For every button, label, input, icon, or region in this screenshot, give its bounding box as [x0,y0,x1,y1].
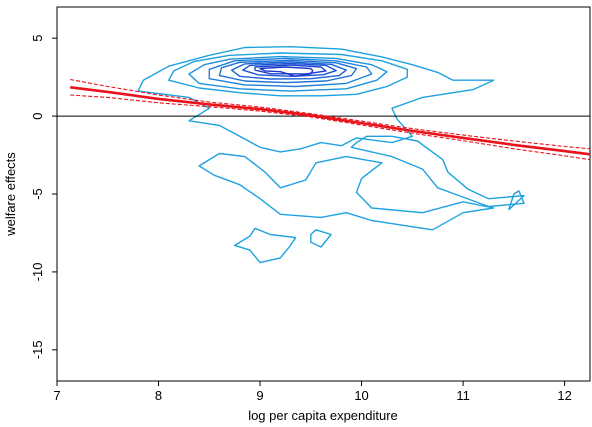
x-tick-label: 9 [256,388,263,403]
fitted-line [70,86,591,156]
y-tick-label: -10 [30,263,45,282]
contour-ring-6 [230,61,347,80]
fit-layer [70,78,591,161]
contour-ring-5 [218,59,358,84]
x-tick-label: 7 [53,388,60,403]
contour-ring-9 [259,66,314,78]
plot-area [56,6,591,382]
contour-outer-left [137,46,495,153]
contour-outer-island [310,229,332,248]
x-axis: 7 8 9 10 11 12 [53,381,572,403]
x-tick-label: 8 [155,388,162,403]
contour-ring-8 [254,64,327,75]
contour-outer-right [350,135,525,211]
y-tick-label: 5 [30,35,45,42]
plot-frame [56,6,591,382]
x-tick-label: 10 [354,388,368,403]
x-tick-label: 11 [456,388,470,403]
confidence-band-line-2 [70,94,591,161]
y-axis-label: welfare effects [3,152,18,237]
confidence-band-line-1 [70,78,591,150]
contour-ring-3 [188,55,388,92]
contour-ring-2 [167,52,408,97]
contour-layer [137,46,525,264]
contour-ring-7 [242,62,337,78]
y-tick-label: -5 [30,188,45,200]
contour-ring-4 [208,57,373,88]
contour-outer-bottom [198,152,495,231]
x-axis-label: log per capita expenditure [248,408,398,423]
contour-outer-tail [233,227,297,264]
y-axis: 5 0 -5 -10 -15 [30,35,57,359]
y-tick-label: 0 [30,112,45,119]
x-tick-label: 12 [557,388,571,403]
y-tick-label: -15 [30,340,45,359]
